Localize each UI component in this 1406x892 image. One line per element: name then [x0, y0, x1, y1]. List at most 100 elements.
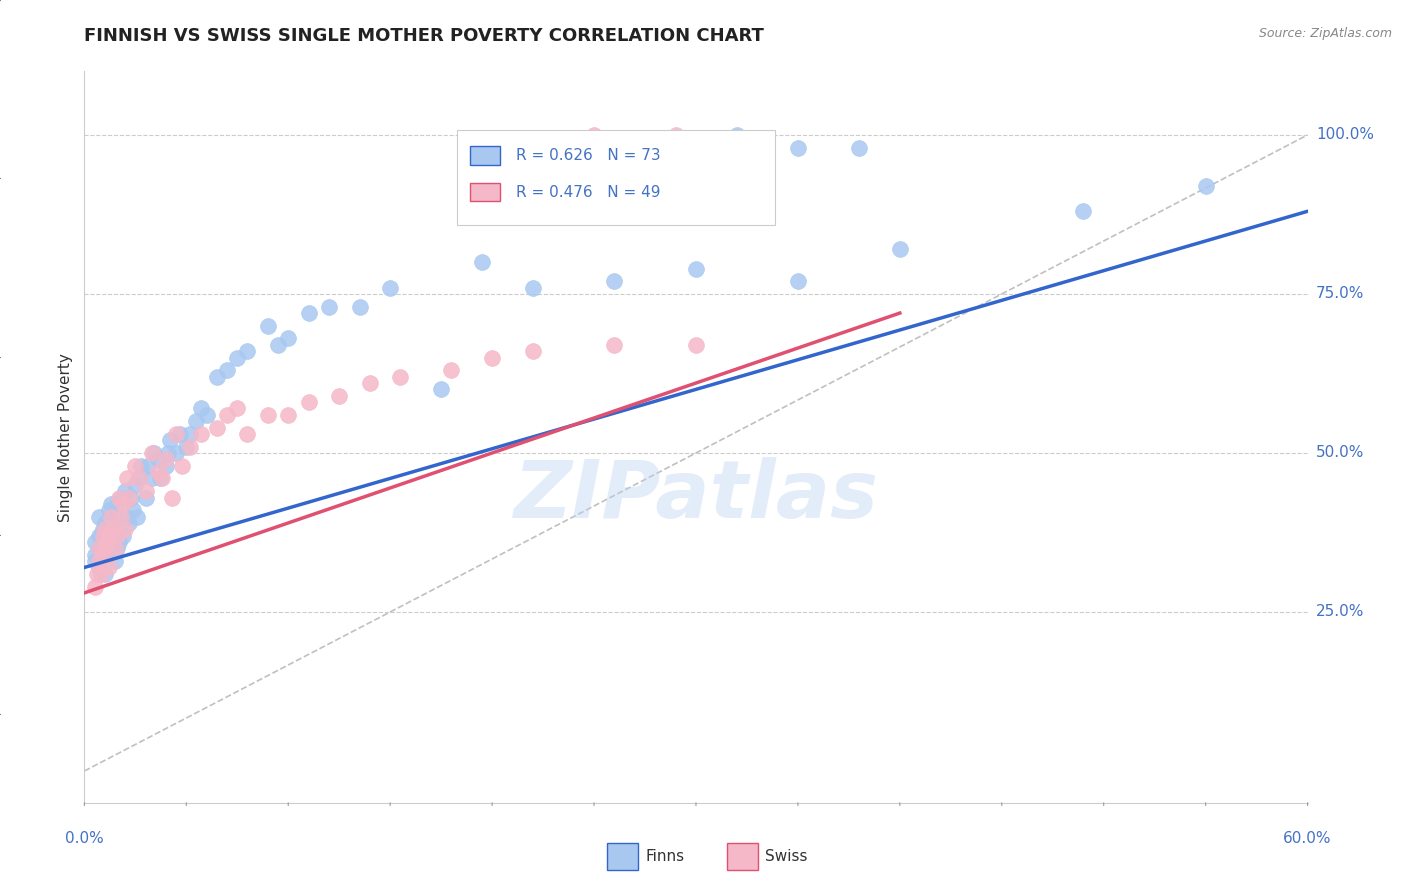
- Point: [236, 344, 259, 359]
- Point: [179, 440, 201, 454]
- Point: [298, 395, 321, 409]
- Point: [481, 351, 503, 365]
- FancyBboxPatch shape: [727, 843, 758, 870]
- Point: [146, 452, 169, 467]
- Point: [165, 426, 187, 441]
- Point: [100, 497, 122, 511]
- Point: [122, 503, 145, 517]
- Point: [93, 541, 115, 556]
- Point: [96, 522, 118, 536]
- Point: [96, 535, 118, 549]
- Point: [217, 363, 239, 377]
- Y-axis label: Single Mother Poverty: Single Mother Poverty: [58, 352, 73, 522]
- Point: [115, 509, 138, 524]
- Text: FINNISH VS SWISS SINGLE MOTHER POVERTY CORRELATION CHART: FINNISH VS SWISS SINGLE MOTHER POVERTY C…: [84, 27, 765, 45]
- Point: [87, 509, 110, 524]
- Point: [105, 529, 128, 543]
- Point: [83, 535, 105, 549]
- Point: [141, 471, 163, 485]
- Point: [127, 509, 149, 524]
- Point: [1195, 178, 1218, 193]
- Text: 75.0%: 75.0%: [1316, 286, 1364, 301]
- Point: [582, 128, 605, 142]
- Point: [298, 306, 321, 320]
- Point: [142, 446, 165, 460]
- Point: [97, 541, 120, 556]
- Point: [226, 351, 249, 365]
- Point: [118, 516, 141, 530]
- Point: [190, 426, 212, 441]
- Point: [156, 446, 179, 460]
- Point: [195, 408, 218, 422]
- Point: [114, 484, 136, 499]
- Point: [141, 446, 163, 460]
- Point: [226, 401, 249, 416]
- Point: [277, 331, 299, 345]
- Point: [93, 516, 115, 530]
- Point: [787, 274, 810, 288]
- Point: [90, 529, 112, 543]
- Text: Swiss: Swiss: [765, 849, 807, 863]
- Point: [93, 535, 115, 549]
- FancyBboxPatch shape: [470, 146, 501, 165]
- Point: [97, 529, 120, 543]
- Point: [93, 522, 115, 536]
- Point: [159, 434, 181, 448]
- Point: [430, 383, 453, 397]
- Point: [664, 128, 686, 142]
- Point: [91, 548, 114, 562]
- Point: [146, 465, 169, 479]
- Point: [108, 491, 131, 505]
- Point: [91, 548, 114, 562]
- Text: R = 0.476   N = 49: R = 0.476 N = 49: [516, 185, 661, 200]
- Point: [848, 141, 870, 155]
- Point: [90, 566, 112, 581]
- Point: [169, 426, 191, 441]
- Point: [105, 541, 128, 556]
- Text: 100.0%: 100.0%: [1316, 128, 1374, 143]
- Point: [101, 522, 124, 536]
- Point: [87, 541, 110, 556]
- Point: [205, 369, 228, 384]
- Point: [114, 522, 136, 536]
- Point: [104, 554, 127, 568]
- Point: [174, 440, 197, 454]
- Point: [149, 471, 172, 485]
- Point: [112, 497, 135, 511]
- Point: [97, 503, 120, 517]
- Point: [160, 491, 183, 505]
- Point: [86, 566, 108, 581]
- Point: [603, 274, 626, 288]
- Point: [91, 522, 114, 536]
- Point: [100, 535, 122, 549]
- Point: [349, 300, 371, 314]
- FancyBboxPatch shape: [457, 130, 776, 225]
- Text: Finns: Finns: [645, 849, 685, 863]
- Point: [87, 560, 110, 574]
- Point: [155, 458, 177, 473]
- Text: 60.0%: 60.0%: [1284, 830, 1331, 846]
- Point: [685, 261, 707, 276]
- Text: R = 0.626   N = 73: R = 0.626 N = 73: [516, 148, 661, 163]
- Point: [889, 243, 911, 257]
- Point: [522, 280, 544, 294]
- Point: [318, 300, 340, 314]
- Point: [128, 471, 150, 485]
- Point: [96, 548, 118, 562]
- Point: [186, 414, 208, 428]
- Point: [108, 535, 131, 549]
- Point: [1071, 204, 1094, 219]
- Point: [91, 529, 114, 543]
- Point: [190, 401, 212, 416]
- Point: [115, 471, 138, 485]
- Point: [257, 408, 280, 422]
- Point: [359, 376, 381, 390]
- Point: [135, 491, 157, 505]
- Point: [136, 458, 159, 473]
- Text: ZIPatlas: ZIPatlas: [513, 457, 879, 534]
- Point: [110, 509, 132, 524]
- Point: [118, 491, 141, 505]
- Point: [87, 541, 110, 556]
- Text: 0.0%: 0.0%: [65, 830, 104, 846]
- Point: [87, 529, 110, 543]
